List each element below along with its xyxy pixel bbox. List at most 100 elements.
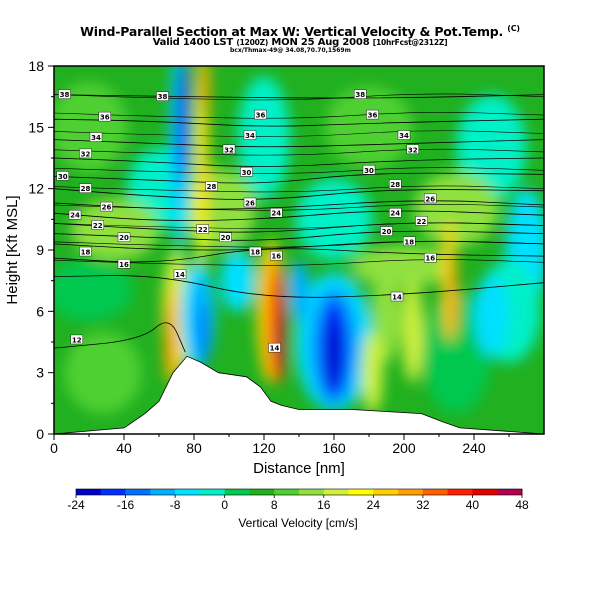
colorbar-tick-label: -8 [170,498,181,512]
contour-label: 30 [362,165,376,175]
contour-label: 38 [58,89,71,99]
x-tick-label: 120 [252,440,276,456]
svg-text:22: 22 [198,226,208,234]
svg-text:38: 38 [355,91,365,99]
svg-text:26: 26 [245,199,255,207]
theta-contour-32 [54,157,544,167]
svg-text:28: 28 [207,183,217,191]
contour-label: 20 [380,226,393,236]
colorbar-label: Vertical Velocity [cm/s] [238,516,357,530]
contour-label: 24 [389,207,402,218]
colorbar-tick-label: 48 [515,498,529,512]
contour-label: 12 [70,334,83,344]
svg-text:16: 16 [271,253,281,261]
contour-label: 16 [270,250,283,261]
colorbar-swatch [497,489,523,495]
svg-text:24: 24 [390,210,400,218]
terrain-profile [54,355,544,434]
svg-text:18: 18 [81,249,91,257]
svg-text:36: 36 [100,114,110,122]
colorbar-swatch [199,489,226,495]
theta-contour-12 [54,322,186,353]
field-blob [178,66,189,179]
svg-text:34: 34 [91,134,101,142]
contour-label: 16 [424,252,437,263]
colorbar-frame [75,488,523,496]
colorbar-swatch [100,489,127,495]
colorbar-tick-label: 40 [466,498,480,512]
field-blob [164,301,175,383]
contour-label: 30 [56,171,69,181]
contour-label: 24 [68,210,82,220]
field-blob [199,301,210,363]
contour-label: 20 [117,232,131,242]
svg-text:20: 20 [119,234,129,242]
contour-label: 34 [243,130,257,140]
svg-text:18: 18 [404,238,414,246]
contour-label: 26 [100,201,113,212]
colorbar-tick-label: 16 [317,498,331,512]
y-axis-label: Height [Kft MSL] [4,195,21,304]
colorbar-tick-label: 8 [271,498,278,512]
svg-text:38: 38 [158,93,168,101]
svg-text:32: 32 [81,150,91,158]
svg-text:36: 36 [256,112,266,120]
x-axis-label: Distance [nm] [253,460,345,477]
svg-text:32: 32 [224,146,234,154]
colorbar-swatch [422,489,449,495]
theta-contour-38 [54,94,544,99]
y-tick-label: 9 [36,242,44,258]
colorbar: -24 -16 -8 0 8 16 24 32 40 48 [67,488,529,512]
chart-subtitle: Valid 1400 LST (1200Z) MON 25 Aug 2008 [… [152,37,448,48]
colorbar-tick-label: 0 [221,498,228,512]
svg-text:20: 20 [221,234,231,242]
y-tick-label: 15 [28,119,44,135]
colorbar-swatch [323,489,350,495]
colorbar-swatch [249,489,275,495]
theta-contour-minor [54,93,544,101]
colorbar-swatch [447,489,473,495]
contour-label: 18 [403,236,416,246]
contour-label: 34 [397,130,411,140]
contour-label: 20 [219,232,232,242]
y-tick-label: 3 [36,365,44,381]
theta-contour-minor [54,204,544,211]
field-blob [64,331,142,414]
contour-label: 38 [156,91,169,101]
contour-label: 26 [424,193,437,203]
chart-info-text: bcx/Thmax-49@ 34.08,70.70,1569m [230,47,351,54]
contour-label: 22 [415,216,428,226]
svg-text:16: 16 [119,261,129,269]
x-tick-label: 80 [186,440,202,456]
svg-text:24: 24 [70,212,80,220]
theta-contour-16 [54,248,544,263]
contour-label: 36 [98,111,111,122]
field-blob [54,82,128,173]
contour-label: 14 [390,291,404,302]
colorbar-tick-label: -24 [67,498,85,512]
x-tick-label: 200 [392,440,416,456]
contour-label: 28 [205,181,218,191]
svg-text:30: 30 [364,167,374,175]
contour-label: 28 [79,183,92,193]
field-blob [327,315,341,390]
x-tick-label: 40 [116,440,132,456]
contour-label: 22 [91,220,104,230]
svg-text:14: 14 [392,294,402,302]
contour-label: 30 [240,167,253,177]
chart-title: Wind-Parallel Section at Max W: Vertical… [80,24,520,40]
contour-label: 18 [79,246,92,257]
x-tick-label: 240 [462,440,486,456]
svg-text:28: 28 [390,181,400,189]
svg-text:20: 20 [382,228,392,236]
y-tick-label: 0 [36,426,44,442]
colorbar-swatch [125,489,151,495]
colorbar-swatch [373,489,399,495]
svg-text:30: 30 [242,169,252,177]
svg-text:36: 36 [368,112,378,120]
colorbar-swatch [224,489,250,495]
colorbar-tick-label: -16 [117,498,135,512]
contour-label: 28 [389,179,402,189]
